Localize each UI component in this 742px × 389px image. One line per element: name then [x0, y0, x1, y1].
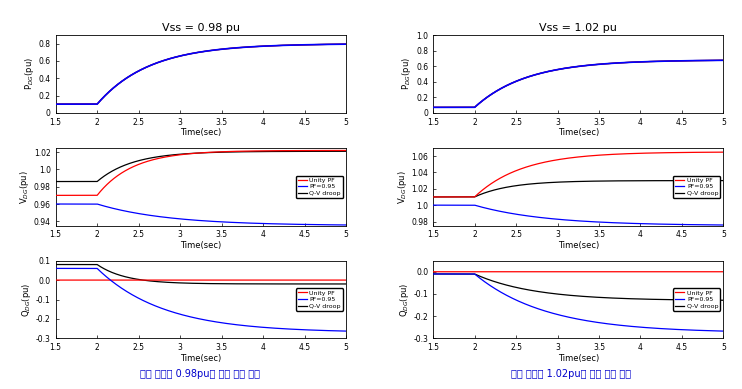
Y-axis label: P$_{DG}$(pu): P$_{DG}$(pu)	[23, 58, 36, 90]
Text: 송출 전압이 0.98pu인 경우 모의 결과: 송출 전압이 0.98pu인 경우 모의 결과	[140, 369, 260, 379]
X-axis label: Time(sec): Time(sec)	[180, 354, 221, 363]
Y-axis label: Q$_{DG}$(pu): Q$_{DG}$(pu)	[20, 282, 33, 317]
Legend: Unity PF, PF=0.95, Q-V droop: Unity PF, PF=0.95, Q-V droop	[296, 288, 343, 311]
Legend: Unity PF, PF=0.95, Q-V droop: Unity PF, PF=0.95, Q-V droop	[673, 288, 720, 311]
Legend: Unity PF, PF=0.95, Q-V droop: Unity PF, PF=0.95, Q-V droop	[673, 175, 720, 198]
X-axis label: Time(sec): Time(sec)	[180, 128, 221, 137]
Title: Vss = 1.02 pu: Vss = 1.02 pu	[539, 23, 617, 33]
X-axis label: Time(sec): Time(sec)	[558, 128, 599, 137]
Y-axis label: V$_{DG}$(pu): V$_{DG}$(pu)	[395, 170, 409, 203]
X-axis label: Time(sec): Time(sec)	[558, 241, 599, 250]
Legend: Unity PF, PF=0.95, Q-V droop: Unity PF, PF=0.95, Q-V droop	[296, 175, 343, 198]
Title: Vss = 0.98 pu: Vss = 0.98 pu	[162, 23, 240, 33]
X-axis label: Time(sec): Time(sec)	[558, 354, 599, 363]
Text: 송출 전압이 1.02pu인 경우 모의 결과: 송출 전압이 1.02pu인 경우 모의 결과	[511, 369, 631, 379]
X-axis label: Time(sec): Time(sec)	[180, 241, 221, 250]
Y-axis label: P$_{DG}$(pu): P$_{DG}$(pu)	[401, 58, 413, 90]
Y-axis label: Q$_{DG}$(pu): Q$_{DG}$(pu)	[398, 282, 410, 317]
Y-axis label: V$_{DG}$(pu): V$_{DG}$(pu)	[18, 170, 31, 203]
